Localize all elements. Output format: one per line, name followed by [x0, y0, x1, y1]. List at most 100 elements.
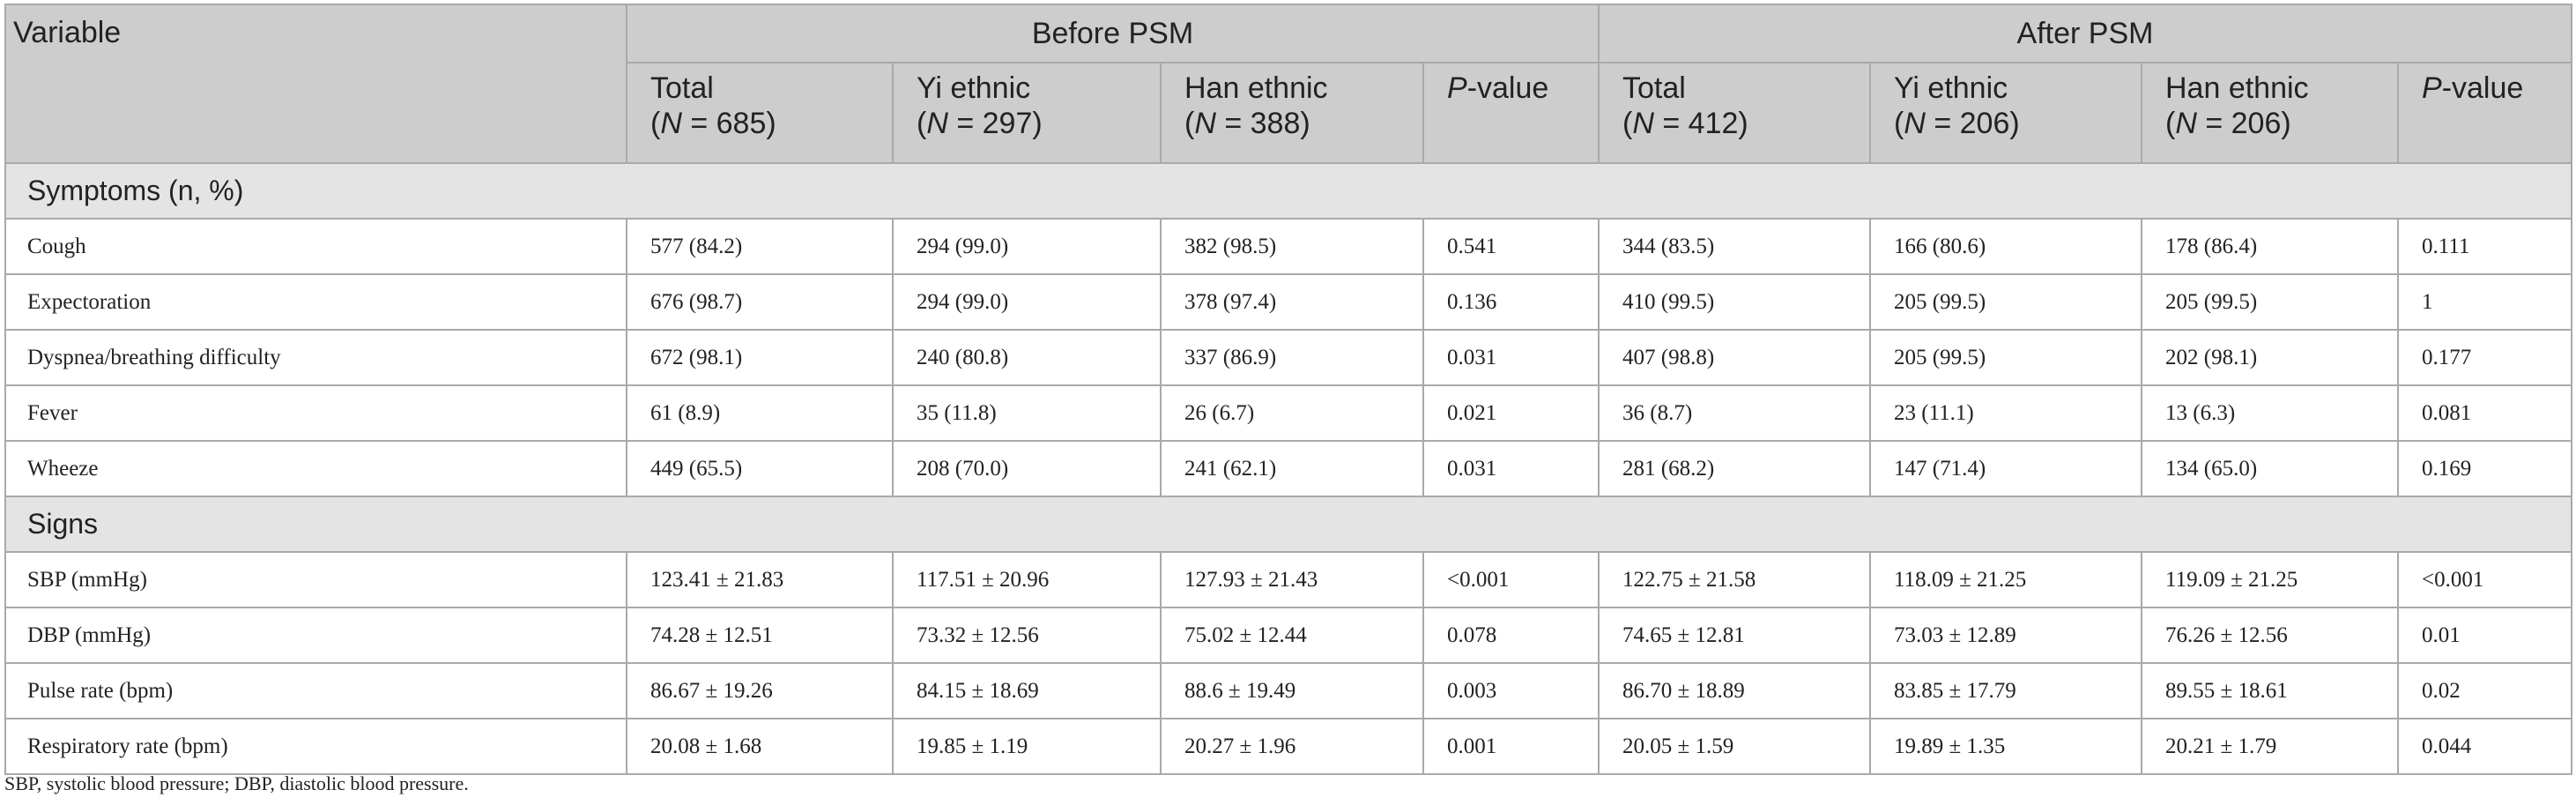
data-cell: 0.02: [2397, 662, 2572, 719]
data-table: Variable Before PSM After PSM Total (N = 685…: [4, 4, 2572, 775]
data-cell: 117.51 ± 20.96: [892, 551, 1162, 608]
data-cell: 294 (99.0): [892, 273, 1162, 331]
row-label: Respiratory rate (bpm): [4, 718, 627, 775]
column-header-line: P-value: [2422, 71, 2524, 105]
data-cell: 86.67 ± 19.26: [626, 662, 894, 719]
row-label: Dyspnea/breathing difficulty: [4, 329, 627, 386]
row-label: Expectoration: [4, 273, 627, 331]
data-cell: 378 (97.4): [1160, 273, 1424, 331]
data-cell: 26 (6.7): [1160, 384, 1424, 442]
data-cell: 89.55 ± 18.61: [2141, 662, 2399, 719]
data-row: Fever 61 (8.9) 35 (11.8) 26 (6.7) 0.021 36 (8…: [4, 384, 2572, 442]
data-cell: 0.01: [2397, 607, 2572, 664]
data-row: Cough 577 (84.2) 294 (99.0) 382 (98.5) 0.541…: [4, 218, 2572, 275]
section-row: Signs: [4, 496, 2572, 553]
data-row: Dyspnea/breathing difficulty 672 (98.1) 24…: [4, 329, 2572, 386]
data-cell: 407 (98.8): [1598, 329, 1871, 386]
data-cell: <0.001: [1422, 551, 1600, 608]
column-header: P-value: [1422, 62, 1600, 164]
data-cell: 0.003: [1422, 662, 1600, 719]
group-header: After PSM: [1598, 4, 2572, 63]
header-cell: Variable: [4, 4, 627, 164]
footnote: SBP, systolic blood pressure; DBP, diast…: [4, 772, 469, 794]
data-cell: 123.41 ± 21.83: [626, 551, 894, 608]
row-label: Pulse rate (bpm): [4, 662, 627, 719]
data-row: Respiratory rate (bpm) 20.08 ± 1.68 19.85 …: [4, 718, 2572, 775]
data-cell: 676 (98.7): [626, 273, 894, 331]
section-row: Symptoms (n, %): [4, 162, 2572, 220]
column-header: Han ethnic (N = 206): [2141, 62, 2399, 164]
data-cell: 119.09 ± 21.25: [2141, 551, 2399, 608]
data-cell: 61 (8.9): [626, 384, 894, 442]
data-cell: 73.03 ± 12.89: [1869, 607, 2142, 664]
column-header-line: (N = 206): [1894, 107, 2020, 140]
data-cell: 74.28 ± 12.51: [626, 607, 894, 664]
header-row: Variable Before PSM After PSM: [4, 4, 2572, 164]
data-cell: 0.169: [2397, 440, 2572, 497]
data-cell: 127.93 ± 21.43: [1160, 551, 1424, 608]
data-row: Wheeze 449 (65.5) 208 (70.0) 241 (62.1) 0.03…: [4, 440, 2572, 497]
column-header-line: (N = 412): [1622, 107, 1748, 140]
column-header-line: Han ethnic: [2165, 71, 2309, 105]
data-cell: 205 (99.5): [1869, 329, 2142, 386]
data-cell: 20.21 ± 1.79: [2141, 718, 2399, 775]
data-cell: 118.09 ± 21.25: [1869, 551, 2142, 608]
column-header-line: Yi ethnic: [917, 71, 1031, 105]
data-cell: 241 (62.1): [1160, 440, 1424, 497]
data-cell: 36 (8.7): [1598, 384, 1871, 442]
data-cell: 1: [2397, 273, 2572, 331]
data-cell: 0.031: [1422, 440, 1600, 497]
column-header-line: Han ethnic: [1184, 71, 1328, 105]
data-cell: 0.136: [1422, 273, 1600, 331]
data-cell: 202 (98.1): [2141, 329, 2399, 386]
row-label: SBP (mmHg): [4, 551, 627, 608]
data-cell: 75.02 ± 12.44: [1160, 607, 1424, 664]
data-cell: 337 (86.9): [1160, 329, 1424, 386]
data-cell: 205 (99.5): [1869, 273, 2142, 331]
column-header-line: Total: [650, 71, 714, 105]
data-cell: 344 (83.5): [1598, 218, 1871, 275]
data-cell: 0.541: [1422, 218, 1600, 275]
row-label: Wheeze: [4, 440, 627, 497]
data-cell: 166 (80.6): [1869, 218, 2142, 275]
data-cell: 23 (11.1): [1869, 384, 2142, 442]
data-cell: 83.85 ± 17.79: [1869, 662, 2142, 719]
data-cell: 19.89 ± 1.35: [1869, 718, 2142, 775]
data-cell: 0.078: [1422, 607, 1600, 664]
data-cell: 0.081: [2397, 384, 2572, 442]
data-cell: 240 (80.8): [892, 329, 1162, 386]
data-cell: 20.08 ± 1.68: [626, 718, 894, 775]
column-header: Yi ethnic (N = 206): [1869, 62, 2142, 164]
data-cell: 84.15 ± 18.69: [892, 662, 1162, 719]
data-row: Pulse rate (bpm) 86.67 ± 19.26 84.15 ± 18.…: [4, 662, 2572, 719]
data-cell: 76.26 ± 12.56: [2141, 607, 2399, 664]
column-header: Total (N = 685): [626, 62, 894, 164]
data-cell: 20.27 ± 1.96: [1160, 718, 1424, 775]
data-cell: 20.05 ± 1.59: [1598, 718, 1871, 775]
data-cell: 294 (99.0): [892, 218, 1162, 275]
group-header: Before PSM: [626, 4, 1600, 63]
data-cell: 35 (11.8): [892, 384, 1162, 442]
data-cell: 577 (84.2): [626, 218, 894, 275]
data-cell: 19.85 ± 1.19: [892, 718, 1162, 775]
data-cell: 134 (65.0): [2141, 440, 2399, 497]
header-row: Total (N = 685) Yi ethnic (N = 297) Han ethn…: [5, 62, 2572, 164]
data-cell: 73.32 ± 12.56: [892, 607, 1162, 664]
column-header: Han ethnic (N = 388): [1160, 62, 1424, 164]
data-cell: 88.6 ± 19.49: [1160, 662, 1424, 719]
column-header-line: Total: [1622, 71, 1686, 105]
column-header-line: (N = 206): [2165, 107, 2291, 140]
data-cell: 672 (98.1): [626, 329, 894, 386]
data-cell: 0.021: [1422, 384, 1600, 442]
column-header-line: (N = 388): [1184, 107, 1310, 140]
column-header: Total (N = 412): [1598, 62, 1871, 164]
column-header: P-value: [2397, 62, 2572, 164]
data-cell: 122.75 ± 21.58: [1598, 551, 1871, 608]
column-header-line: (N = 685): [650, 107, 776, 140]
data-cell: 74.65 ± 12.81: [1598, 607, 1871, 664]
data-cell: 0.031: [1422, 329, 1600, 386]
row-label: DBP (mmHg): [4, 607, 627, 664]
data-cell: 281 (68.2): [1598, 440, 1871, 497]
section-title: Signs: [4, 496, 2572, 553]
